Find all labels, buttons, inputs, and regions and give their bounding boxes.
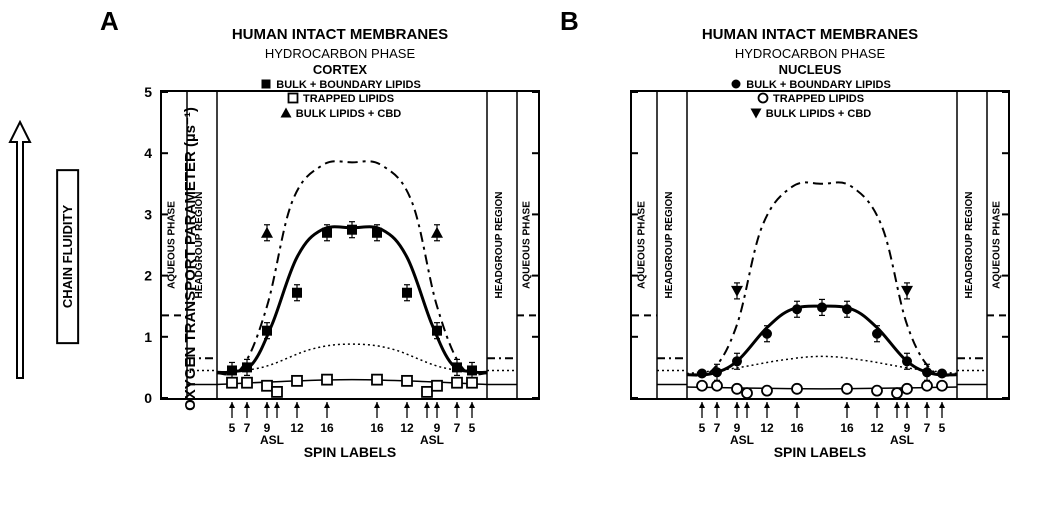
panel-title-3: NUCLEUS xyxy=(590,62,1030,77)
svg-text:5: 5 xyxy=(939,421,946,435)
svg-text:AQUEOUS PHASE: AQUEOUS PHASE xyxy=(522,201,533,289)
svg-text:0: 0 xyxy=(144,390,152,406)
svg-text:1: 1 xyxy=(144,329,152,345)
plot-a-svg: 012345AQUEOUS PHASEHEADGROUP REGIONHEADG… xyxy=(162,92,538,398)
svg-text:5: 5 xyxy=(469,421,476,435)
svg-text:5: 5 xyxy=(144,84,152,100)
svg-text:16: 16 xyxy=(320,421,334,435)
plot-a: 012345AQUEOUS PHASEHEADGROUP REGIONHEADG… xyxy=(160,90,540,400)
xlabel-b: SPIN LABELS xyxy=(632,444,1008,460)
panel-letter: B xyxy=(560,6,579,37)
svg-text:3: 3 xyxy=(144,206,152,222)
fluidity-label: CHAIN FLUIDITY xyxy=(56,169,79,344)
svg-text:16: 16 xyxy=(370,421,384,435)
svg-text:7: 7 xyxy=(454,421,461,435)
panel-title-3: CORTEX xyxy=(120,62,560,77)
svg-text:AQUEOUS PHASE: AQUEOUS PHASE xyxy=(992,201,1003,289)
svg-text:12: 12 xyxy=(290,421,304,435)
panel-title-1: HUMAN INTACT MEMBRANES xyxy=(120,26,560,43)
svg-text:12: 12 xyxy=(760,421,774,435)
panel-title-2: HYDROCARBON PHASE xyxy=(120,46,560,61)
svg-text:HEADGROUP REGION: HEADGROUP REGION xyxy=(664,191,675,298)
svg-text:HEADGROUP REGION: HEADGROUP REGION xyxy=(494,191,505,298)
fluidity-arrow xyxy=(8,120,32,380)
svg-text:AQUEOUS PHASE: AQUEOUS PHASE xyxy=(637,201,648,289)
svg-text:2: 2 xyxy=(144,268,152,284)
svg-text:4: 4 xyxy=(144,145,152,161)
svg-text:16: 16 xyxy=(790,421,804,435)
plot-b: AQUEOUS PHASE HEADGROUP REGION HEADGROUP R… xyxy=(630,90,1010,400)
svg-text:12: 12 xyxy=(400,421,414,435)
panel-title-2: HYDROCARBON PHASE xyxy=(590,46,1030,61)
svg-text:HEADGROUP REGION: HEADGROUP REGION xyxy=(194,191,205,298)
svg-text:5: 5 xyxy=(229,421,236,435)
panel-title-1: HUMAN INTACT MEMBRANES xyxy=(590,26,1030,43)
svg-text:16: 16 xyxy=(840,421,854,435)
svg-text:7: 7 xyxy=(244,421,251,435)
figure-root: CHAIN FLUIDITY OXYGEN TRANSPORT PARAMETE… xyxy=(0,0,1050,506)
svg-text:5: 5 xyxy=(699,421,706,435)
panel-b: B HUMAN INTACT MEMBRANES HYDROCARBON PHA… xyxy=(590,10,1030,480)
xlabel-a: SPIN LABELS xyxy=(162,444,538,460)
svg-text:7: 7 xyxy=(924,421,931,435)
svg-text:HEADGROUP REGION: HEADGROUP REGION xyxy=(964,191,975,298)
svg-text:AQUEOUS PHASE: AQUEOUS PHASE xyxy=(167,201,178,289)
panel-a: A HUMAN INTACT MEMBRANES HYDROCARBON PHA… xyxy=(120,10,560,480)
plot-b-svg: AQUEOUS PHASE HEADGROUP REGION HEADGROUP R… xyxy=(632,92,1008,398)
panel-letter: A xyxy=(100,6,119,37)
svg-text:7: 7 xyxy=(714,421,721,435)
svg-text:12: 12 xyxy=(870,421,884,435)
